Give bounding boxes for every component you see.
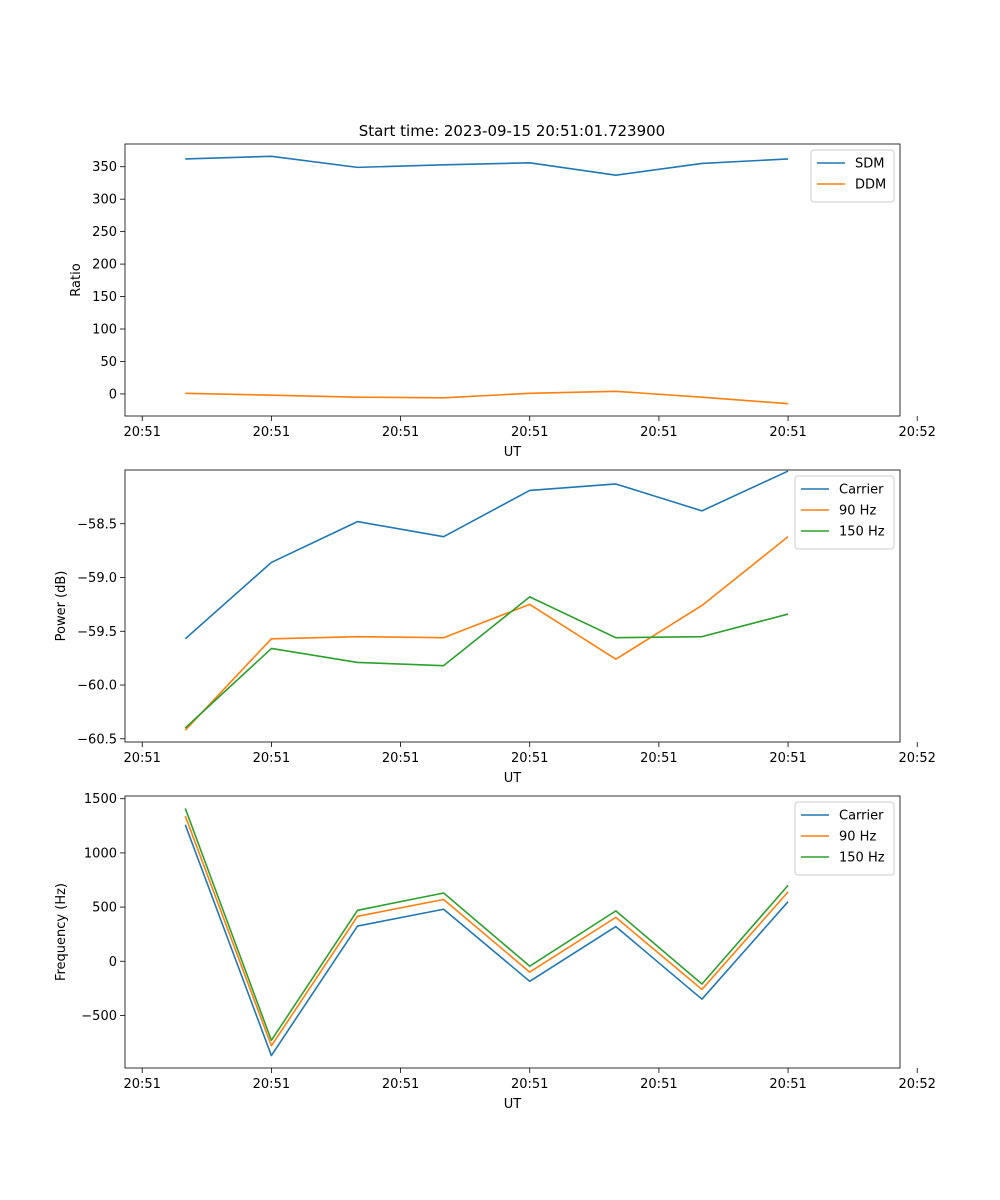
x-tick-label: 20:51 xyxy=(511,751,548,766)
y-tick-label: 0 xyxy=(109,387,117,402)
y-tick-label: 300 xyxy=(92,193,117,208)
x-tick-label: 20:51 xyxy=(123,1077,160,1092)
legend-label: DDM xyxy=(855,178,886,193)
series-line-carrier xyxy=(184,824,789,1057)
x-tick-label: 20:51 xyxy=(640,1077,677,1092)
x-tick-label: 20:51 xyxy=(382,751,419,766)
legend-label: SDM xyxy=(855,157,884,172)
x-tick-label: 20:51 xyxy=(640,425,677,440)
x-tick-label: 20:51 xyxy=(640,751,677,766)
y-tick-label: 50 xyxy=(100,355,117,370)
x-tick-label: 20:51 xyxy=(769,425,806,440)
chart-title: Start time: 2023-09-15 20:51:01.723900 xyxy=(359,122,665,140)
x-tick-label: 20:51 xyxy=(769,751,806,766)
x-tick-label: 20:51 xyxy=(253,1077,290,1092)
legend-label: Carrier xyxy=(839,809,884,824)
series-line-90-hz xyxy=(184,536,789,731)
y-tick-label: 1000 xyxy=(84,846,117,861)
y-tick-label: 250 xyxy=(92,225,117,240)
panel-3: 20:51 20:51 20:51 20:51 20:51 20:51 20:52 −500 0… xyxy=(54,792,936,1112)
x-tick-label: 20:51 xyxy=(511,1077,548,1092)
y-tick-label: −59.5 xyxy=(77,625,117,640)
x-tick-label: 20:51 xyxy=(253,751,290,766)
legend: SDM DDM xyxy=(810,149,895,203)
legend-label: 90 Hz xyxy=(839,504,876,519)
y-tick-label: 500 xyxy=(92,901,117,916)
y-tick-label: 350 xyxy=(92,160,117,175)
x-tick-label: 20:51 xyxy=(123,425,160,440)
y-tick-label: 200 xyxy=(92,258,117,273)
y-tick-label: −60.0 xyxy=(77,679,117,694)
x-tick-label: 20:51 xyxy=(253,425,290,440)
series-line-ddm xyxy=(185,390,789,405)
x-tick-label: 20:52 xyxy=(898,751,935,766)
panel-1: 20:51 20:51 20:51 20:51 20:51 20:51 20:52 0 50 10… xyxy=(69,143,936,460)
x-tick-label: 20:51 xyxy=(123,751,160,766)
y-tick-label: −58.5 xyxy=(77,517,117,532)
panel-2: 20:51 20:51 20:51 20:51 20:51 20:51 20:52 −60.5… xyxy=(54,469,936,786)
legend: Carrier 90 Hz 150 Hz xyxy=(794,801,895,876)
y-tick-label: 0 xyxy=(109,955,117,970)
axes-frame xyxy=(124,795,901,1069)
y-tick-label: −500 xyxy=(81,1009,117,1024)
y-tick-label: 1500 xyxy=(84,792,117,807)
x-axis-label: UT xyxy=(504,445,522,460)
legend-label: 150 Hz xyxy=(839,851,885,866)
legend-label: 150 Hz xyxy=(839,525,885,540)
x-tick-label: 20:51 xyxy=(511,425,548,440)
series-line-sdm xyxy=(185,155,789,176)
y-axis-label: Ratio xyxy=(69,263,84,296)
series-line-90-hz xyxy=(184,815,789,1047)
axes-frame xyxy=(124,469,901,743)
x-tick-label: 20:51 xyxy=(769,1077,806,1092)
y-tick-label: −60.5 xyxy=(77,732,117,747)
x-tick-label: 20:52 xyxy=(898,425,935,440)
x-tick-label: 20:51 xyxy=(382,425,419,440)
y-tick-label: −59.0 xyxy=(77,571,117,586)
x-tick-label: 20:52 xyxy=(898,1077,935,1092)
legend-label: Carrier xyxy=(839,483,884,498)
x-axis-label: UT xyxy=(504,1097,522,1112)
legend-label: 90 Hz xyxy=(839,830,876,845)
y-tick-label: 100 xyxy=(92,323,117,338)
y-tick-label: 150 xyxy=(92,290,117,305)
y-axis-label: Power (dB) xyxy=(54,571,69,642)
x-axis-label: UT xyxy=(504,771,522,786)
series-line-150-hz xyxy=(184,596,789,729)
axes-frame xyxy=(124,143,901,417)
x-tick-label: 20:51 xyxy=(382,1077,419,1092)
y-axis-label: Frequency (Hz) xyxy=(54,883,69,981)
series-line-carrier xyxy=(184,470,789,640)
legend: Carrier 90 Hz 150 Hz xyxy=(794,475,895,550)
series-line-150-hz xyxy=(184,808,789,1042)
